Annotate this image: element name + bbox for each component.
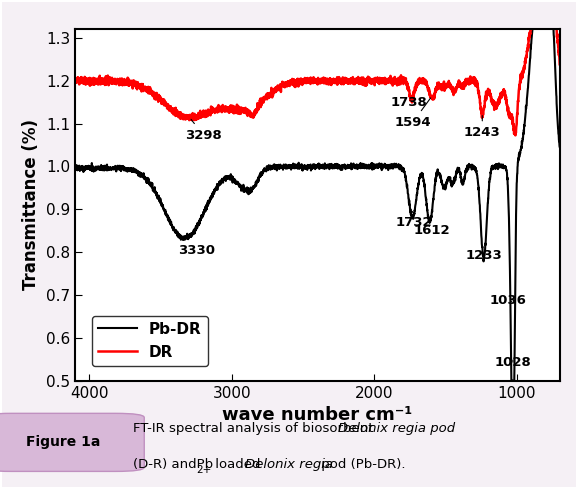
Line: DR: DR: [75, 17, 560, 135]
Y-axis label: Transmittance (%): Transmittance (%): [23, 120, 40, 290]
Line: Pb-DR: Pb-DR: [75, 17, 560, 381]
DR: [72, 80, 78, 85]
Text: loaded: loaded: [211, 458, 264, 471]
Pb-DR: [501, 164, 508, 170]
Text: FT-IR spectral analysis of biosorbent: FT-IR spectral analysis of biosorbent: [133, 422, 377, 435]
DR: [370, 78, 377, 83]
Text: 1233: 1233: [465, 248, 502, 262]
Text: 1612: 1612: [413, 219, 449, 237]
Legend: Pb-DR, DR: Pb-DR, DR: [92, 316, 208, 366]
Text: 1738: 1738: [390, 97, 427, 109]
Text: (D-R) andPb: (D-R) andPb: [133, 458, 213, 471]
Pb-DR: [72, 165, 78, 171]
Text: 1028: 1028: [494, 356, 531, 368]
Pb-DR: [556, 144, 563, 150]
Text: 3330: 3330: [178, 239, 215, 257]
Pb-DR: [81, 164, 88, 170]
X-axis label: wave number cm⁻¹: wave number cm⁻¹: [222, 406, 413, 424]
Pb-DR: [549, 14, 556, 20]
Pb-DR: [511, 378, 518, 384]
Text: Delonix regia pod: Delonix regia pod: [338, 422, 455, 435]
Text: 1594: 1594: [395, 98, 431, 129]
Text: pod (Pb-DR).: pod (Pb-DR).: [317, 458, 406, 471]
DR: [501, 91, 508, 97]
DR: [472, 80, 479, 86]
Text: 1036: 1036: [490, 294, 527, 307]
DR: [81, 78, 88, 83]
Text: 3298: 3298: [185, 119, 222, 142]
FancyBboxPatch shape: [0, 413, 144, 471]
Pb-DR: [472, 166, 479, 172]
DR: [556, 61, 563, 67]
Text: 1732: 1732: [396, 211, 433, 228]
Text: 1243: 1243: [464, 116, 501, 140]
Text: Figure 1a: Figure 1a: [27, 435, 100, 449]
Text: 2+: 2+: [196, 465, 211, 475]
Text: Delonix regia: Delonix regia: [245, 458, 334, 471]
DR: [545, 14, 552, 20]
Pb-DR: [133, 167, 140, 173]
Pb-DR: [370, 164, 377, 170]
DR: [512, 132, 519, 138]
Pb-DR: [349, 163, 356, 168]
DR: [349, 76, 356, 81]
DR: [133, 82, 140, 88]
